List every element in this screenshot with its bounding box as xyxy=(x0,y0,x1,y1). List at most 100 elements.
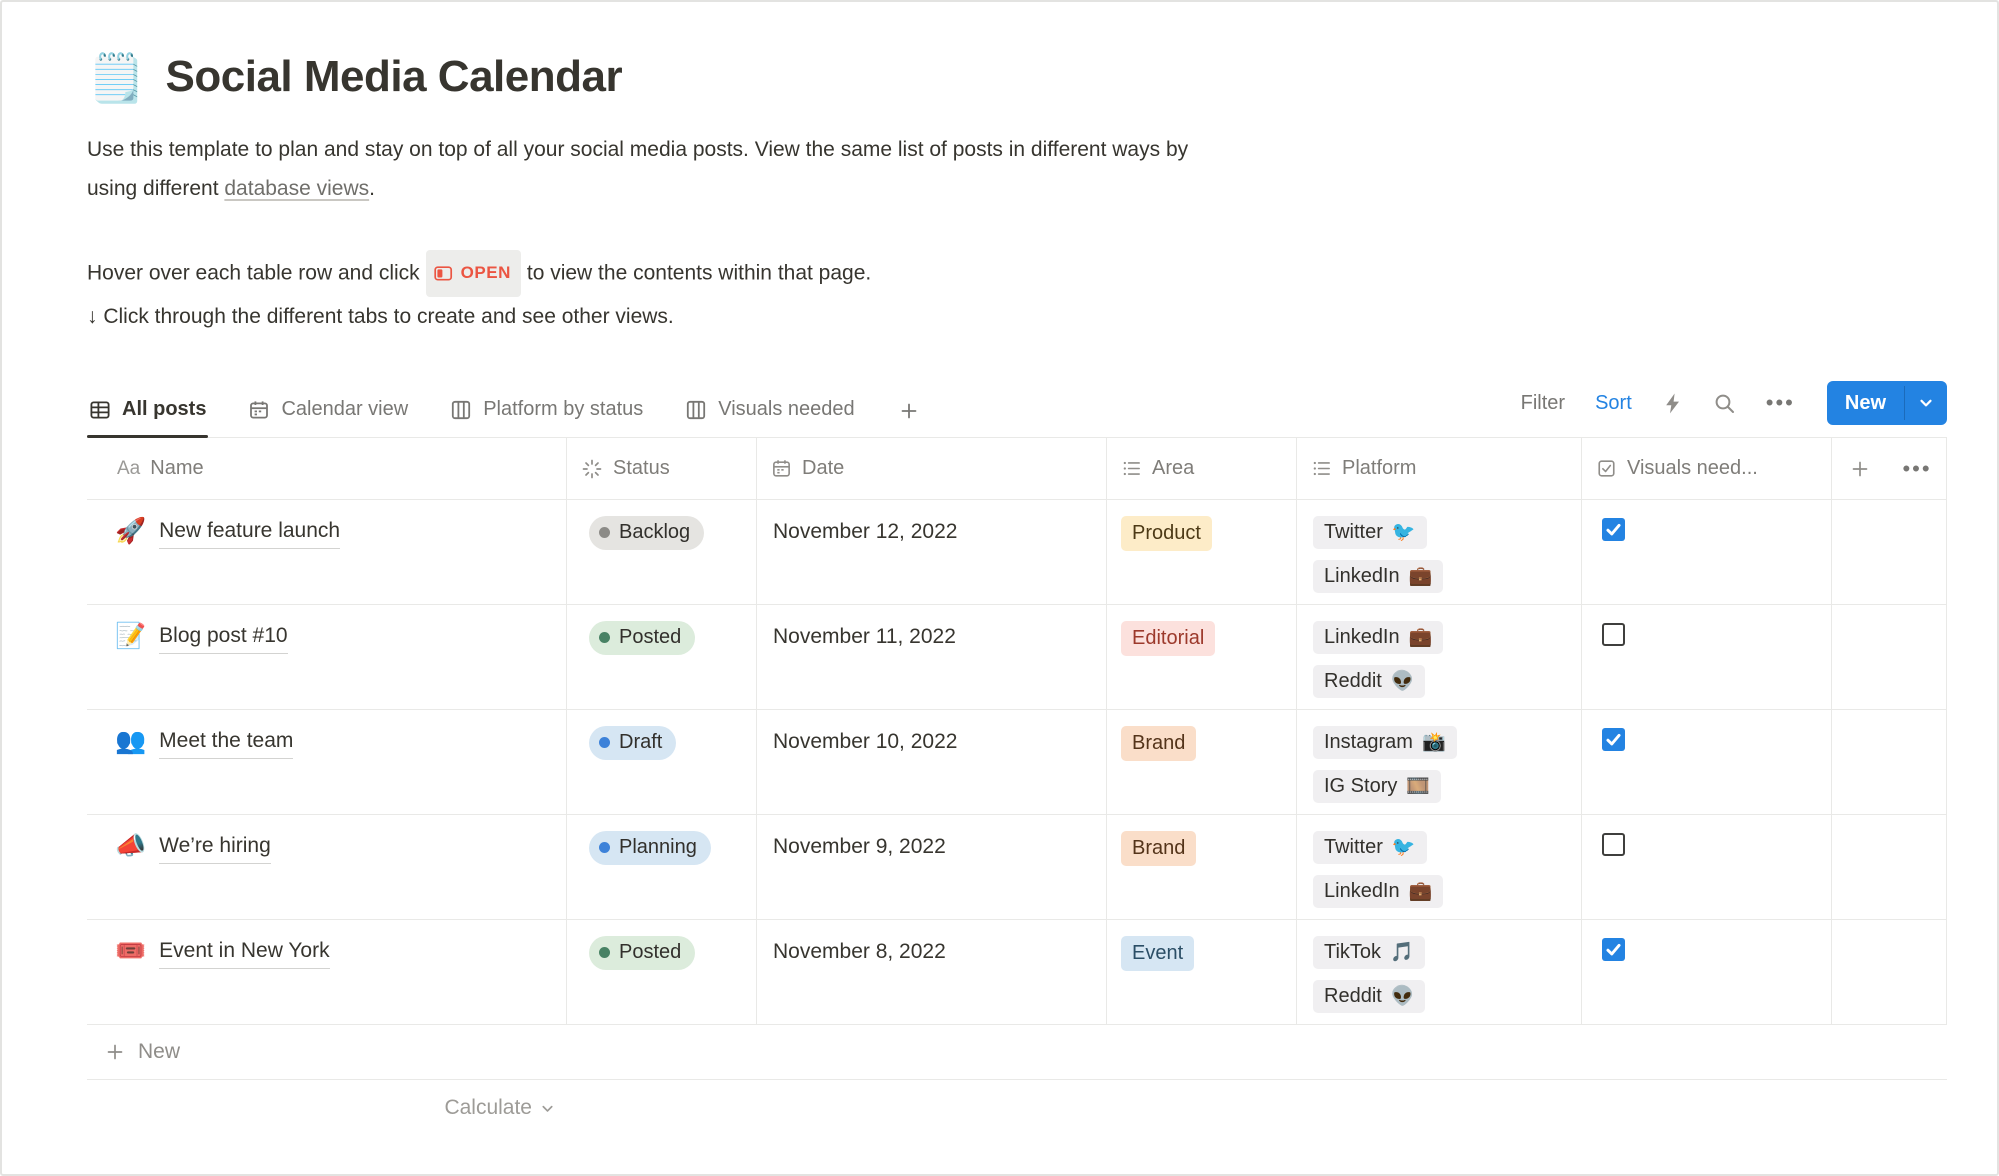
visuals-checkbox[interactable] xyxy=(1602,518,1625,541)
name-cell[interactable]: 👥 Meet the team xyxy=(87,710,567,814)
page-link[interactable]: We’re hiring xyxy=(159,831,271,864)
new-entry-dropdown-button[interactable] xyxy=(1905,381,1947,425)
area-tag: Event xyxy=(1121,936,1195,971)
visuals-cell[interactable] xyxy=(1582,605,1832,709)
table-options-button[interactable]: ••• xyxy=(1887,438,1947,499)
visuals-cell[interactable] xyxy=(1582,500,1832,604)
status-pill: Draft xyxy=(589,726,677,760)
area-cell[interactable]: Brand xyxy=(1107,815,1297,919)
tab-all-posts[interactable]: All posts xyxy=(87,392,209,438)
date-cell[interactable]: November 11, 2022 xyxy=(757,605,1107,709)
calculate-control[interactable]: Calculate xyxy=(87,1080,567,1136)
platform-emoji-icon: 💼 xyxy=(1408,627,1433,648)
platform-cell[interactable]: LinkedIn 💼 Reddit 👽 xyxy=(1297,605,1582,709)
platform-tag: Reddit 👽 xyxy=(1313,665,1426,698)
platform-label: LinkedIn xyxy=(1324,879,1400,902)
view-options-button[interactable]: ••• xyxy=(1766,390,1795,416)
platform-cell[interactable]: Twitter 🐦 LinkedIn 💼 xyxy=(1297,815,1582,919)
platform-emoji-icon: 🐦 xyxy=(1391,837,1416,858)
new-entry-button[interactable]: New xyxy=(1844,391,1886,414)
row-spacer xyxy=(1832,920,1887,1024)
status-dot xyxy=(599,737,610,748)
area-cell[interactable]: Editorial xyxy=(1107,605,1297,709)
status-cell[interactable]: Planning xyxy=(567,815,757,919)
date-value: November 9, 2022 xyxy=(773,835,946,858)
tab-label: All posts xyxy=(122,398,207,420)
platform-emoji-icon: 👽 xyxy=(1390,671,1415,692)
page-link[interactable]: New feature launch xyxy=(159,516,341,549)
platform-cell[interactable]: Instagram 📸 IG Story 🎞️ xyxy=(1297,710,1582,814)
status-cell[interactable]: Backlog xyxy=(567,500,757,604)
name-cell[interactable]: 📝 Blog post #10 xyxy=(87,605,567,709)
date-cell[interactable]: November 9, 2022 xyxy=(757,815,1107,919)
intro-paragraph: Use this template to plan and stay on to… xyxy=(87,130,1192,208)
column-header-platform[interactable]: Platform xyxy=(1297,438,1582,499)
name-cell[interactable]: 🎟️ Event in New York xyxy=(87,920,567,1024)
date-cell[interactable]: November 10, 2022 xyxy=(757,710,1107,814)
date-cell[interactable]: November 12, 2022 xyxy=(757,500,1107,604)
page-link[interactable]: Event in New York xyxy=(159,936,330,969)
page-content: 🗒️ Social Media Calendar Use this templa… xyxy=(2,2,1997,1136)
column-header-visuals-needed[interactable]: Visuals need... xyxy=(1582,438,1832,499)
column-header-area[interactable]: Area xyxy=(1107,438,1297,499)
platform-tag: TikTok 🎵 xyxy=(1313,936,1425,969)
visuals-checkbox[interactable] xyxy=(1602,833,1625,856)
column-header-date[interactable]: Date xyxy=(757,438,1107,499)
date-value: November 12, 2022 xyxy=(773,520,958,543)
platform-label: Reddit xyxy=(1324,984,1382,1007)
status-cell[interactable]: Draft xyxy=(567,710,757,814)
filter-button[interactable]: Filter xyxy=(1520,391,1566,414)
platform-cell[interactable]: Twitter 🐦 LinkedIn 💼 xyxy=(1297,500,1582,604)
lightning-icon xyxy=(1665,393,1679,413)
tab-visuals-needed[interactable]: Visuals needed xyxy=(683,392,856,437)
tab-platform-by-status[interactable]: Platform by status xyxy=(448,392,645,437)
add-view-button[interactable] xyxy=(895,395,923,437)
calculate-label: Calculate xyxy=(444,1096,532,1119)
platform-tag: LinkedIn 💼 xyxy=(1313,621,1444,654)
area-cell[interactable]: Product xyxy=(1107,500,1297,604)
column-header-name[interactable]: Aa Name xyxy=(87,438,567,499)
add-column-button[interactable] xyxy=(1832,438,1887,499)
visuals-checkbox[interactable] xyxy=(1602,938,1625,961)
visuals-checkbox[interactable] xyxy=(1602,728,1625,751)
new-row-label: New xyxy=(138,1040,181,1063)
page-link[interactable]: Meet the team xyxy=(159,726,294,759)
row-spacer xyxy=(1832,815,1887,919)
tab-label: Calendar view xyxy=(281,398,409,420)
status-cell[interactable]: Posted xyxy=(567,605,757,709)
plus-icon xyxy=(107,1044,123,1060)
visuals-cell[interactable] xyxy=(1582,815,1832,919)
board-icon xyxy=(452,400,471,419)
tab-calendar-view[interactable]: Calendar view xyxy=(246,392,410,437)
name-cell[interactable]: 🚀 New feature launch xyxy=(87,500,567,604)
open-page-badge: OPEN xyxy=(425,250,521,297)
database-views-link[interactable]: database views xyxy=(224,177,370,200)
area-cell[interactable]: Brand xyxy=(1107,710,1297,814)
platform-cell[interactable]: TikTok 🎵 Reddit 👽 xyxy=(1297,920,1582,1024)
status-cell[interactable]: Posted xyxy=(567,920,757,1024)
new-row-button[interactable]: New xyxy=(87,1025,1947,1080)
search-button[interactable] xyxy=(1713,392,1736,415)
automations-button[interactable] xyxy=(1662,392,1683,415)
column-header-status[interactable]: Status xyxy=(567,438,757,499)
view-tabs: All posts Calendar view Platform by stat… xyxy=(87,392,923,438)
hint-text-before: Hover over each table row and click xyxy=(87,261,420,285)
status-label: Posted xyxy=(619,941,682,963)
date-value: November 8, 2022 xyxy=(773,940,946,963)
name-cell[interactable]: 📣 We’re hiring xyxy=(87,815,567,919)
area-cell[interactable]: Event xyxy=(1107,920,1297,1024)
text-icon: Aa xyxy=(117,457,141,479)
visuals-checkbox[interactable] xyxy=(1602,623,1625,646)
page-link[interactable]: Blog post #10 xyxy=(159,621,288,654)
platform-tag: Reddit 👽 xyxy=(1313,980,1426,1013)
row-spacer xyxy=(1832,710,1887,814)
date-cell[interactable]: November 8, 2022 xyxy=(757,920,1107,1024)
visuals-cell[interactable] xyxy=(1582,920,1832,1024)
platform-label: Reddit xyxy=(1324,669,1382,692)
page-emoji-notepad-icon[interactable]: 🗒️ xyxy=(87,50,146,104)
platform-emoji-icon: 🎞️ xyxy=(1406,776,1431,797)
table-row: 📣 We’re hiring Planning November 9, 2022 Bra… xyxy=(87,815,1947,920)
visuals-cell[interactable] xyxy=(1582,710,1832,814)
platform-tag: Twitter 🐦 xyxy=(1313,831,1427,864)
sort-button[interactable]: Sort xyxy=(1595,391,1632,414)
